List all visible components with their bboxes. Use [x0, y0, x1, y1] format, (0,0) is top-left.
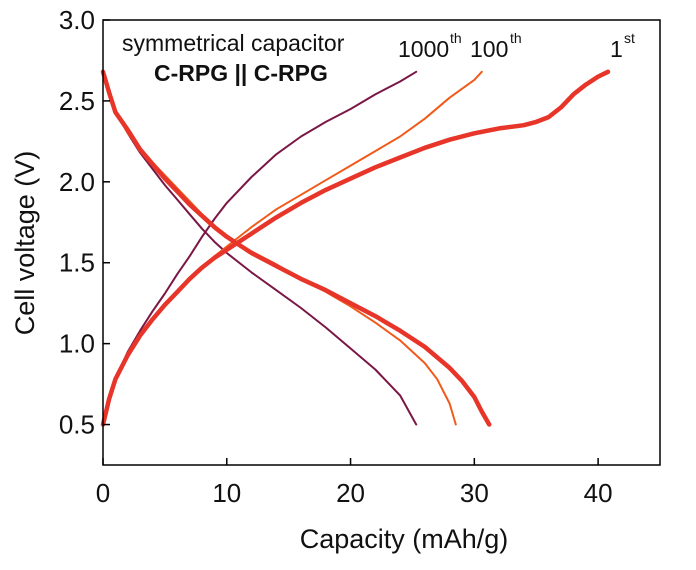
- cycle-label-100: 100 th: [470, 30, 522, 62]
- x-tick-label: 0: [96, 478, 110, 508]
- cycle-label-1-sup: st: [624, 30, 635, 46]
- cycle-label-1000-base: 1000: [398, 36, 449, 62]
- series-line-cycle-1000th-charge: [102, 70, 418, 426]
- y-tick-label: 1.0: [59, 329, 95, 359]
- cycle-label-1-base: 1: [610, 36, 623, 62]
- x-tick-label: 20: [336, 478, 365, 508]
- cycle-label-1000: 1000 th: [398, 30, 462, 62]
- series-line-cycle-1st-charge: [100, 69, 611, 427]
- annotation-line2: C-RPG || C-RPG: [154, 60, 328, 86]
- y-tick-label: 3.0: [59, 5, 95, 35]
- cycle-label-100-sup: th: [510, 30, 522, 46]
- series-line-cycle-1st-discharge: [100, 69, 492, 427]
- y-axis-title: Cell voltage (V): [10, 151, 40, 336]
- y-tick-label: 0.5: [59, 410, 95, 440]
- y-tick-label: 2.5: [59, 86, 95, 116]
- series-line-cycle-1000th-discharge: [102, 70, 418, 426]
- series-line-cycle-100th-discharge: [102, 70, 457, 426]
- plot-frame: [102, 19, 661, 466]
- x-tick-label: 40: [584, 478, 613, 508]
- cycle-label-100-base: 100: [470, 36, 508, 62]
- x-tick-label: 10: [212, 478, 241, 508]
- series-line-cycle-100th-charge: [102, 70, 483, 426]
- ticks-layer: 0 10 20 30 40 0.5 1.0 1.5 2.0 2.5 3.0: [59, 5, 613, 508]
- series-layer: [100, 69, 611, 427]
- cycle-label-1: 1 st: [610, 30, 635, 62]
- cycle-label-1000-sup: th: [450, 30, 462, 46]
- y-tick-label: 2.0: [59, 167, 95, 197]
- x-axis-title: Capacity (mAh/g): [300, 524, 509, 554]
- x-tick-label: 30: [460, 478, 489, 508]
- annotation-line1: symmetrical capacitor: [122, 30, 345, 56]
- y-tick-label: 1.5: [59, 248, 95, 278]
